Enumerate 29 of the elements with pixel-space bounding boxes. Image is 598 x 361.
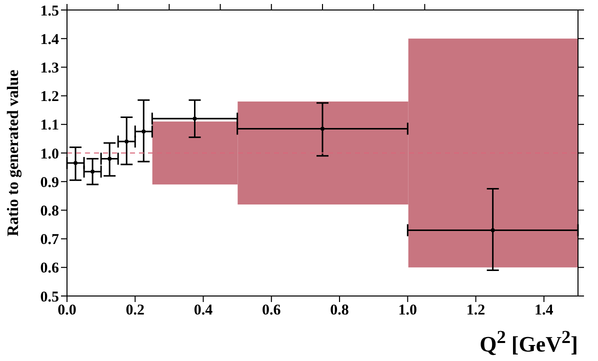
x-tick-label: 0.2: [126, 302, 145, 319]
point: [90, 170, 95, 174]
x-tick-label: 0.4: [194, 302, 214, 319]
y-tick-label: 1.0: [40, 146, 59, 162]
point: [192, 116, 197, 121]
point: [108, 156, 112, 161]
x-tick-label: 0.6: [262, 302, 282, 319]
x-tick-label: 1.2: [466, 302, 486, 319]
y-tick-label: 0.6: [40, 260, 60, 277]
x-axis-title: Q$^{2}$ [GeV$^{2}$]: [480, 327, 578, 358]
y-tick-label: 1.4: [40, 32, 60, 48]
y-tick-label: 0.7: [40, 232, 60, 248]
y-tick-label: 1.1: [40, 118, 59, 134]
y-tick-label: 1.3: [40, 60, 59, 77]
point: [320, 126, 324, 131]
x-tick-label: 1.0: [398, 302, 418, 319]
y-tick-label: 0.8: [40, 204, 59, 220]
y-tick-label: 1.2: [40, 89, 59, 106]
x-tick-label: 0.0: [58, 302, 76, 319]
y-tick-label: 0.5: [40, 289, 59, 306]
point: [142, 130, 146, 134]
y-tick-label: 0.9: [40, 174, 59, 191]
point: [74, 161, 78, 166]
y-axis-title: Ratio to generated value: [5, 70, 23, 236]
point: [490, 228, 495, 232]
x-tick-label: 0.8: [330, 302, 349, 319]
point: [124, 140, 129, 144]
x-tick-label: 1.4: [534, 302, 554, 319]
y-tick-label: 1.5: [40, 3, 59, 20]
